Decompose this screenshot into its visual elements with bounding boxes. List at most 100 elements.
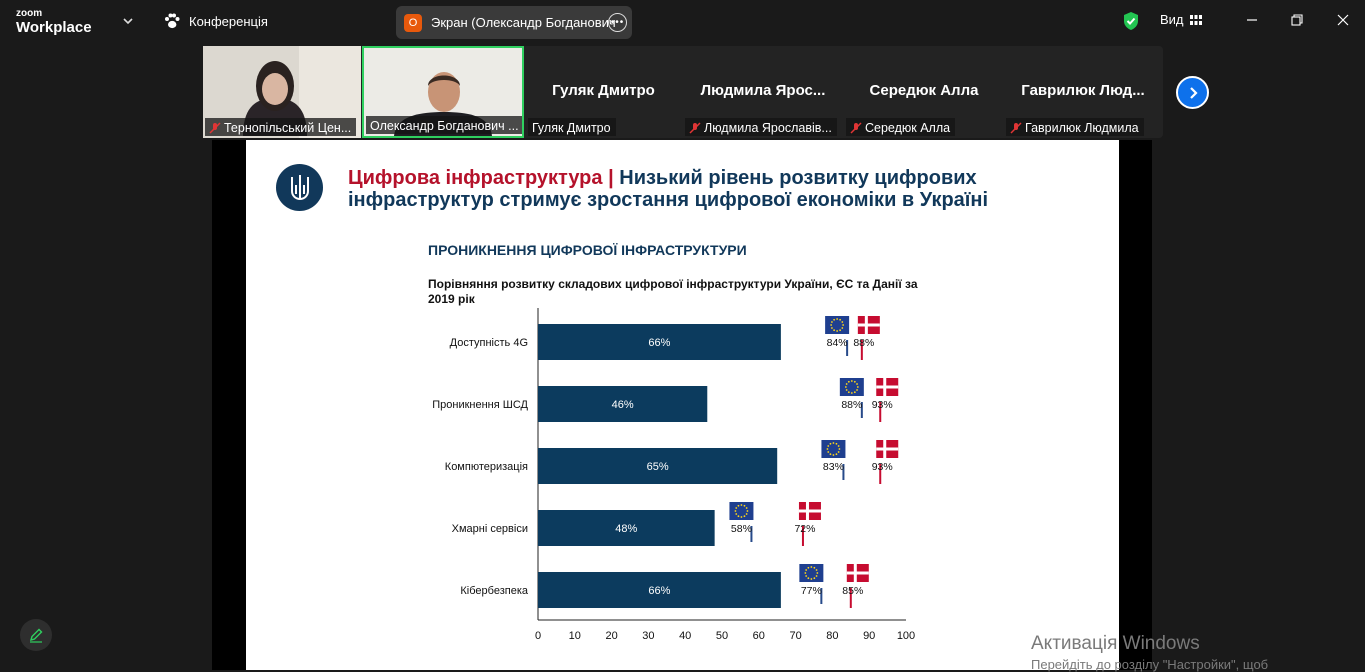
eu-flag-star bbox=[831, 321, 833, 323]
participant-display-name: Середюк Алла bbox=[869, 82, 979, 99]
participant-tile[interactable]: Тернопільський Цен... bbox=[203, 46, 361, 138]
shield-check-icon[interactable] bbox=[1122, 11, 1140, 31]
eu-flag-star bbox=[856, 386, 859, 388]
eu-flag-star bbox=[832, 454, 835, 456]
close-button[interactable] bbox=[1333, 10, 1353, 30]
eu-flag-star bbox=[735, 513, 738, 515]
eu-flag-star bbox=[842, 324, 845, 326]
eu-flag-star bbox=[743, 515, 746, 518]
category-label: Компютеризація bbox=[445, 461, 528, 473]
eu-flag-star bbox=[813, 577, 816, 580]
x-tick-label: 40 bbox=[679, 630, 691, 642]
x-tick-label: 70 bbox=[789, 630, 801, 642]
slide-title: Цифрова інфраструктура | Низький рівень … bbox=[348, 167, 1068, 211]
x-tick-label: 0 bbox=[535, 630, 541, 642]
x-tick-label: 30 bbox=[642, 630, 654, 642]
x-tick-label: 90 bbox=[863, 630, 875, 642]
category-label: Доступність 4G bbox=[450, 337, 528, 349]
x-tick-label: 20 bbox=[605, 630, 617, 642]
bar-value-label: 65% bbox=[647, 461, 669, 473]
chevron-down-icon[interactable] bbox=[121, 14, 135, 28]
participant-tile-active[interactable]: Олександр Богданович ... bbox=[362, 46, 524, 138]
slide-title-blue-2: інфраструктур стримує зростання цифрової… bbox=[348, 189, 989, 211]
marker-value-label: 77% bbox=[801, 585, 822, 597]
eu-flag-icon bbox=[799, 564, 824, 582]
eu-flag-star bbox=[837, 451, 840, 453]
eu-flag-star bbox=[853, 391, 856, 394]
eu-flag-star bbox=[850, 392, 853, 394]
eu-flag-star bbox=[804, 572, 807, 574]
denmark-flag-cross bbox=[846, 571, 869, 575]
marker-value-label: 88% bbox=[853, 337, 874, 349]
category-label: Хмарні сервіси bbox=[452, 523, 528, 535]
annotate-button[interactable] bbox=[20, 619, 52, 651]
marker-value-label: 72% bbox=[794, 523, 815, 535]
mic-muted-icon bbox=[1010, 121, 1022, 134]
minimize-button[interactable] bbox=[1242, 10, 1262, 30]
x-tick-label: 80 bbox=[826, 630, 838, 642]
eu-flag-star bbox=[833, 318, 836, 321]
bar-value-label: 46% bbox=[612, 399, 634, 411]
chevron-right-icon bbox=[1189, 86, 1198, 99]
eu-flag-star bbox=[740, 516, 743, 518]
paw-icon bbox=[165, 13, 180, 29]
eu-flag-star bbox=[837, 445, 840, 447]
eu-flag-star bbox=[829, 442, 832, 445]
eu-flag-icon bbox=[821, 440, 846, 458]
mic-muted-icon bbox=[689, 121, 701, 134]
bar-value-label: 66% bbox=[648, 585, 670, 597]
mic-muted-icon bbox=[850, 121, 862, 134]
next-page-button[interactable] bbox=[1176, 76, 1209, 109]
eu-flag-star bbox=[841, 327, 844, 329]
participant-tile[interactable]: Середюк Алла Середюк Алла bbox=[844, 46, 1004, 138]
chart-subtitle: Порівняння розвитку складових цифрової і… bbox=[428, 277, 918, 306]
eu-flag-star bbox=[836, 318, 839, 320]
windows-activation-title: Активація Windows bbox=[1031, 633, 1200, 654]
participant-name-tag: Гуляк Дмитро bbox=[528, 118, 616, 136]
marker-value-label: 83% bbox=[823, 461, 844, 473]
marker-value-label: 93% bbox=[872, 461, 893, 473]
top-bar: zoom Workplace Конференція О Экран (Олек… bbox=[0, 0, 1365, 44]
eu-flag-star bbox=[853, 380, 856, 383]
x-tick-label: 10 bbox=[569, 630, 581, 642]
denmark-flag-cross bbox=[876, 385, 899, 389]
marker-value-label: 85% bbox=[842, 585, 863, 597]
participant-tile[interactable]: Гуляк Дмитро Гуляк Дмитро bbox=[526, 46, 681, 138]
eu-flag-star bbox=[826, 448, 829, 450]
eu-flag-star bbox=[841, 321, 844, 323]
bar-value-label: 66% bbox=[648, 337, 670, 349]
conference-button[interactable]: Конференція bbox=[163, 12, 268, 30]
eu-flag-star bbox=[745, 507, 748, 509]
view-button[interactable]: Вид bbox=[1160, 12, 1202, 27]
slide-title-red: Цифрова інфраструктура | bbox=[348, 167, 614, 189]
participant-name: Гаврилюк Людмила bbox=[1025, 120, 1139, 135]
eu-flag-star bbox=[807, 566, 810, 569]
participant-name: Середюк Алла bbox=[865, 120, 951, 135]
eu-flag-star bbox=[850, 380, 853, 382]
eu-flag-icon bbox=[825, 316, 850, 334]
presentation-slide: Цифрова інфраструктура | Низький рівень … bbox=[246, 140, 1119, 670]
restore-button[interactable] bbox=[1287, 10, 1307, 30]
eu-flag-icon bbox=[729, 502, 754, 520]
participant-tile[interactable]: Гаврилюк Люд... Гаврилюк Людмила bbox=[1004, 46, 1162, 138]
participant-name-tag: Тернопільський Цен... bbox=[205, 118, 357, 136]
eu-flag-star bbox=[845, 383, 848, 385]
eu-flag-star bbox=[735, 507, 738, 509]
screen-share-label: Экран (Олександр Богданович bbox=[431, 15, 616, 30]
screen-share-indicator[interactable]: О Экран (Олександр Богданович ••• bbox=[396, 6, 632, 39]
eu-flag-star bbox=[805, 569, 808, 571]
eu-flag-star bbox=[810, 578, 813, 580]
bar-value-label: 48% bbox=[615, 523, 637, 535]
category-label: Кібербезпека bbox=[460, 585, 528, 597]
bar bbox=[538, 510, 715, 546]
eu-flag-star bbox=[743, 504, 746, 507]
eu-flag-star bbox=[847, 391, 850, 394]
eu-flag-star bbox=[829, 453, 832, 456]
slide-title-blue-1: Низький рівень розвитку цифрових bbox=[619, 167, 977, 189]
marker-value-label: 84% bbox=[827, 337, 848, 349]
more-options-icon[interactable]: ••• bbox=[608, 13, 627, 32]
eu-flag-star bbox=[810, 566, 813, 568]
eu-flag-star bbox=[737, 504, 740, 507]
participant-tile[interactable]: Людмила Ярос... Людмила Ярославів... bbox=[683, 46, 843, 138]
eu-flag-star bbox=[805, 575, 808, 577]
